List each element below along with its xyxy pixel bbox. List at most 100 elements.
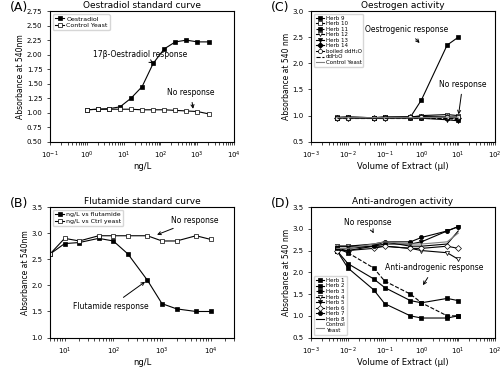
Line: Herb 9: Herb 9 [334, 35, 460, 120]
ng/L vs Ctrl yeast [96, 233, 102, 238]
ddH₂O [455, 115, 461, 120]
Herb 8 [345, 244, 351, 249]
Control Yeast [345, 115, 351, 120]
Herb 7 [444, 229, 450, 233]
Control Yeast [418, 115, 424, 120]
Herb 9 [382, 115, 388, 119]
ng/L vs flutamide [96, 236, 102, 240]
Herb 6 [418, 246, 424, 250]
Herb 11 [382, 116, 388, 121]
Herb 12 [334, 115, 340, 119]
ng/L vs Ctrl yeast [159, 239, 165, 243]
Text: 17β-Oestradiol response: 17β-Oestradiol response [94, 50, 188, 63]
Herb 4 [345, 244, 351, 249]
ng/L vs flutamide [144, 278, 150, 282]
Herb 10 [408, 115, 414, 119]
Oestradiol [139, 84, 145, 89]
Herb 1 [455, 298, 461, 303]
Legend: Herb 9, Herb 10, Herb 11, Herb 12, Herb 13, Herb 14, boiled ddH₂O, ddH₂O, Contro: Herb 9, Herb 10, Herb 11, Herb 12, Herb … [314, 14, 363, 67]
Herb 8 [334, 244, 340, 249]
Herb 7 [382, 240, 388, 244]
Control
Yeast [370, 242, 376, 246]
Line: ng/L vs Ctrl yeast: ng/L vs Ctrl yeast [48, 233, 213, 256]
Herb 10 [370, 115, 376, 120]
Text: Oestrogenic response: Oestrogenic response [366, 25, 448, 42]
Herb 10 [345, 115, 351, 119]
Line: Herb 11: Herb 11 [334, 116, 460, 122]
Line: Herb 2: Herb 2 [334, 249, 460, 320]
Text: Flutamide response: Flutamide response [73, 282, 149, 311]
Herb 13 [345, 116, 351, 121]
Oestradiol [106, 106, 112, 111]
Oestradiol [194, 40, 200, 44]
ddH₂O [370, 115, 376, 120]
Control Yeast [194, 109, 200, 114]
Herb 2 [418, 316, 424, 320]
Line: Control
Yeast: Control Yeast [337, 233, 458, 248]
Herb 1 [334, 248, 340, 253]
Herb 11 [455, 118, 461, 122]
Herb 6 [455, 246, 461, 250]
Herb 10 [418, 115, 424, 119]
Herb 11 [345, 116, 351, 121]
Herb 3 [345, 250, 351, 255]
Herb 11 [370, 116, 376, 121]
Control
Yeast [334, 246, 340, 250]
Oestradiol [206, 40, 212, 44]
Oestradiol [84, 108, 90, 112]
Title: Oestrogen activity: Oestrogen activity [361, 1, 445, 10]
Herb 3 [444, 313, 450, 318]
boiled ddH₂O [382, 115, 388, 120]
Herb 12 [370, 115, 376, 120]
Herb 1 [370, 277, 376, 281]
Line: Herb 1: Herb 1 [334, 249, 460, 305]
Herb 13 [418, 116, 424, 121]
Herb 13 [455, 119, 461, 123]
Legend: ng/L vs flutamide, ng/L vs Ctrl yeast: ng/L vs flutamide, ng/L vs Ctrl yeast [53, 210, 123, 226]
Herb 2 [345, 266, 351, 270]
Herb 5 [418, 240, 424, 244]
Oestradiol [184, 38, 190, 42]
boiled ddH₂O [444, 115, 450, 119]
Y-axis label: Absorbance at 540 nm: Absorbance at 540 nm [282, 33, 291, 120]
Y-axis label: Absorbance at 540 nm: Absorbance at 540 nm [282, 229, 291, 316]
Legend: Oestradiol, Control Yeast: Oestradiol, Control Yeast [53, 14, 110, 30]
boiled ddH₂O [334, 115, 340, 120]
Control
Yeast [418, 242, 424, 246]
Herb 2 [455, 313, 461, 318]
Herb 1 [382, 285, 388, 290]
boiled ddH₂O [370, 115, 376, 120]
Herb 3 [334, 246, 340, 250]
Herb 7 [455, 224, 461, 229]
Herb 3 [382, 279, 388, 283]
Control Yeast [382, 115, 388, 120]
Text: (B): (B) [10, 197, 28, 210]
Control Yeast [370, 115, 376, 120]
Line: Herb 4: Herb 4 [334, 244, 460, 261]
Herb 9 [334, 115, 340, 120]
Herb 6 [382, 244, 388, 249]
Herb 5 [444, 229, 450, 233]
Line: Control Yeast: Control Yeast [337, 117, 458, 118]
boiled ddH₂O [408, 115, 414, 119]
ng/L vs Ctrl yeast [125, 233, 131, 238]
Herb 10 [444, 115, 450, 119]
Herb 5 [455, 224, 461, 229]
Herb 12 [345, 115, 351, 119]
Line: Herb 10: Herb 10 [334, 115, 460, 120]
Herb 14 [455, 116, 461, 121]
Herb 7 [370, 244, 376, 249]
Herb 8 [370, 242, 376, 246]
Herb 14 [334, 115, 340, 120]
ng/L vs Ctrl yeast [62, 236, 68, 240]
ng/L vs flutamide [62, 242, 68, 246]
Line: Herb 8: Herb 8 [337, 231, 458, 246]
Control
Yeast [455, 231, 461, 235]
ddH₂O [408, 115, 414, 120]
Herb 4 [408, 246, 414, 250]
Herb 1 [444, 296, 450, 301]
Herb 12 [408, 115, 414, 119]
Herb 8 [382, 240, 388, 244]
Herb 13 [334, 115, 340, 120]
Herb 14 [418, 114, 424, 119]
